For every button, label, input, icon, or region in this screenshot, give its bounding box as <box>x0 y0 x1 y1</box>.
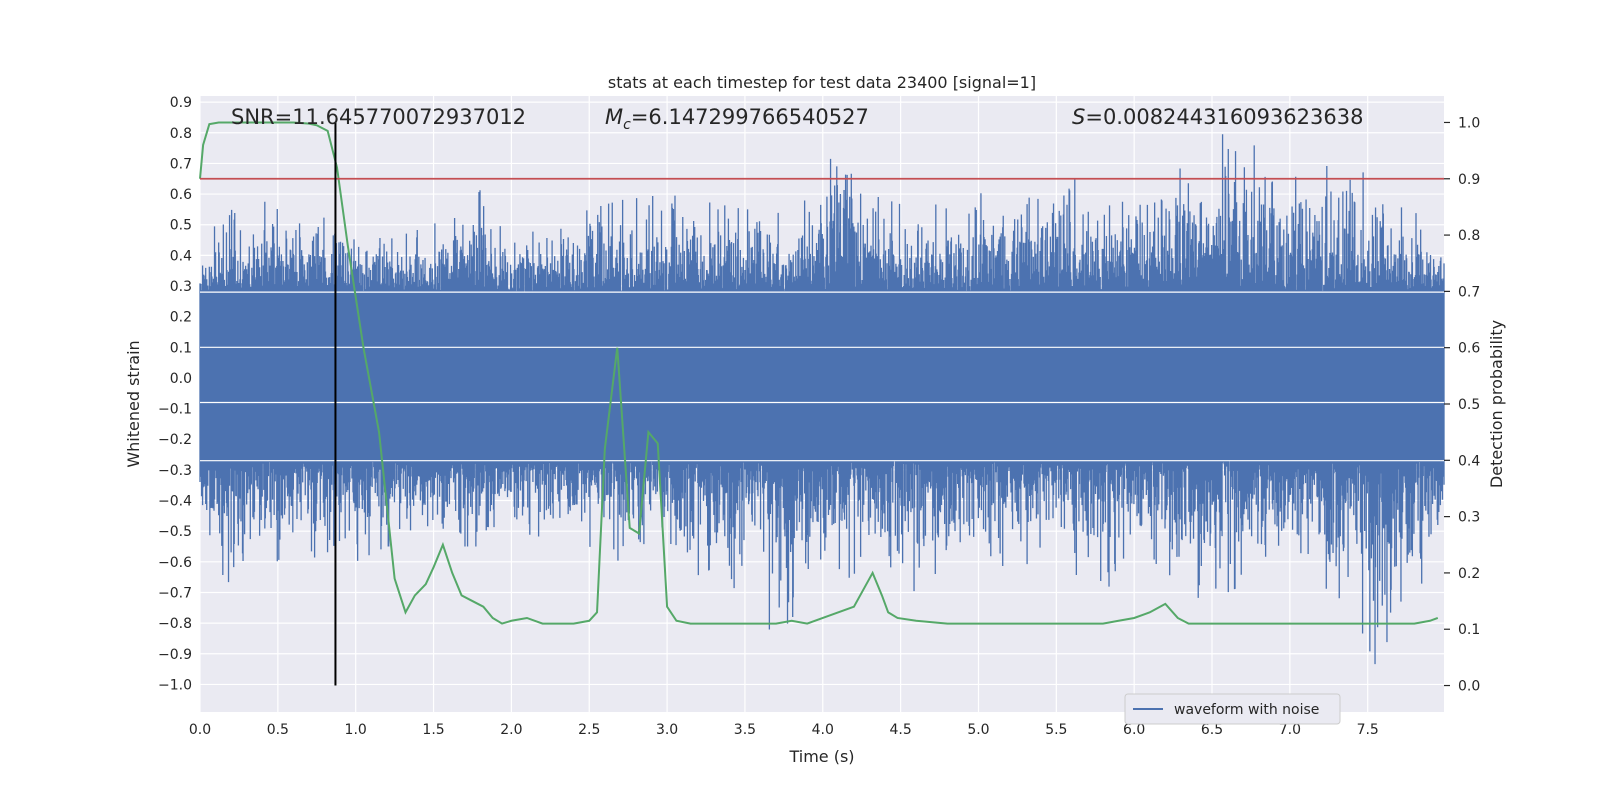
y2-tick-label: 0.5 <box>1458 397 1480 413</box>
y2-tick-label: 0.9 <box>1458 172 1480 188</box>
y2-tick-label: 0.1 <box>1458 622 1480 638</box>
y-tick-label: 0.9 <box>170 95 192 111</box>
y2-tick-label: 0.0 <box>1458 679 1480 695</box>
y-tick-label: 0.0 <box>170 371 192 387</box>
x-tick-label: 2.0 <box>500 722 522 738</box>
y-tick-label: 0.7 <box>170 156 192 172</box>
waveform-with-noise-line <box>199 134 1445 665</box>
y2-tick-label: 0.7 <box>1458 284 1480 300</box>
x-tick-label: 4.5 <box>889 722 911 738</box>
x-tick-label: 5.0 <box>967 722 989 738</box>
x-tick-label: 7.0 <box>1279 722 1301 738</box>
waveform-series <box>199 134 1445 665</box>
y2-tick-label: 0.4 <box>1458 453 1480 469</box>
y2-tick-label: 0.8 <box>1458 228 1480 244</box>
legend: waveform with noise <box>1124 693 1341 725</box>
x-tick-label: 6.0 <box>1123 722 1145 738</box>
chirp-mass-annotation: Mc=6.147299766540527 <box>605 105 869 133</box>
chirp-mass-symbol: M <box>605 105 623 129</box>
x-tick-label: 0.0 <box>189 722 211 738</box>
x-tick-label: 1.0 <box>345 722 367 738</box>
y-tick-label: −0.4 <box>158 494 192 510</box>
y-tick-label: 0.5 <box>170 218 192 234</box>
y2-tick-label: 0.2 <box>1458 566 1480 582</box>
x-tick-label: 2.5 <box>578 722 600 738</box>
chirp-mass-subscript: c <box>623 117 631 133</box>
s-annotation: S=0.008244316093623638 <box>1072 105 1363 129</box>
legend-entry-waveform: waveform with noise <box>1174 702 1319 718</box>
s-symbol: S <box>1072 105 1085 129</box>
y-tick-label: −0.6 <box>158 555 192 571</box>
reference-lines <box>200 122 1444 686</box>
snr-annotation: SNR=11.645770072937012 <box>231 105 526 129</box>
chart-title: stats at each timestep for test data 234… <box>608 73 1036 92</box>
probability-series <box>199 121 1439 625</box>
y2-tick-label: 1.0 <box>1458 115 1480 131</box>
x-tick-label: 5.5 <box>1045 722 1067 738</box>
x-tick-label: 3.5 <box>734 722 756 738</box>
y-tick-label: −0.1 <box>158 402 192 418</box>
y-tick-label: −0.3 <box>158 463 192 479</box>
y-tick-label: −0.9 <box>158 647 192 663</box>
x-tick-label: 6.5 <box>1201 722 1223 738</box>
x-tick-label: 3.0 <box>656 722 678 738</box>
tick-labels: 0.0 0.5 1.0 1.5 2.0 2.5 3.0 3.5 4.0 4.5 5.0 5.5 6.0 6… <box>158 95 1480 738</box>
y-tick-label: 0.4 <box>170 248 192 264</box>
y-tick-label: −0.2 <box>158 432 192 448</box>
x-tick-label: 7.5 <box>1357 722 1379 738</box>
chirp-mass-value: =6.147299766540527 <box>631 105 869 129</box>
y2-tick-label: 0.6 <box>1458 341 1480 357</box>
y-tick-label: 0.6 <box>170 187 192 203</box>
x-tick-label: 0.5 <box>267 722 289 738</box>
s-value: =0.008244316093623638 <box>1085 105 1363 129</box>
x-tick-label: 1.5 <box>422 722 444 738</box>
x-tick-label: 4.0 <box>812 722 834 738</box>
y-tick-label: 0.2 <box>170 310 192 326</box>
y-axis-label: Whitened strain <box>124 340 143 467</box>
legend-box <box>1124 693 1341 725</box>
y-tick-label: −0.7 <box>158 585 192 601</box>
y-tick-label: −0.5 <box>158 524 192 540</box>
y-tick-label: 0.1 <box>170 340 192 356</box>
y2-axis-label: Detection probability <box>1487 320 1506 488</box>
detection-probability-line <box>199 121 1439 625</box>
y-tick-label: 0.3 <box>170 279 192 295</box>
y-tick-label: −1.0 <box>158 677 192 693</box>
x-axis-label: Time (s) <box>788 747 854 766</box>
y2-tick-label: 0.3 <box>1458 510 1480 526</box>
y-tick-label: 0.8 <box>170 126 192 142</box>
y-tick-label: −0.8 <box>158 616 192 632</box>
